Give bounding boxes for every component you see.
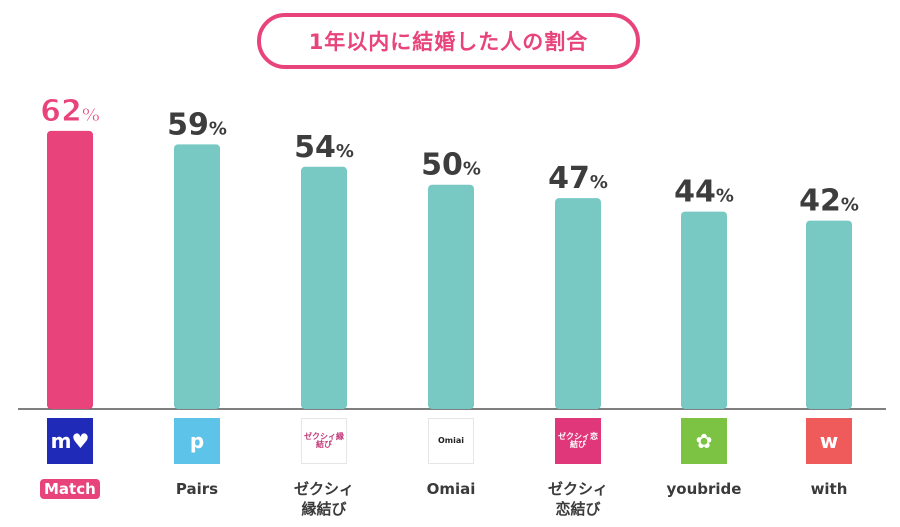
bar-6 (806, 220, 852, 409)
value-label-1: 59% (167, 107, 227, 142)
zexy-enmusubi-logo-icon: ゼクシィ縁結び (301, 418, 347, 464)
category-label-6: with (810, 480, 848, 498)
category-label-3: Omiai (426, 480, 476, 498)
bar-2 (301, 166, 347, 409)
bar-3 (428, 184, 474, 409)
category-label-5: youbride (666, 480, 742, 498)
category-label-1: Pairs (175, 480, 219, 498)
omiai-logo-icon: Omiai (428, 418, 474, 464)
value-label-0: 62% (40, 94, 100, 129)
category-label-4: ゼクシィ 恋結び (547, 480, 608, 518)
bar-5 (681, 211, 727, 409)
bar-1 (174, 144, 220, 410)
value-label-2: 54% (294, 130, 354, 165)
youbride-logo-icon: ✿ (681, 418, 727, 464)
with-logo-icon: w (806, 418, 852, 464)
value-label-4: 47% (548, 161, 608, 196)
value-label-5: 44% (674, 175, 734, 210)
category-label-0: Match (40, 479, 100, 499)
value-label-3: 50% (421, 148, 481, 183)
pairs-logo-icon: p (174, 418, 220, 464)
value-label-6: 42% (799, 184, 859, 219)
chart-title: 1年以内に結婚した人の割合 (257, 13, 640, 69)
bar-4 (555, 198, 601, 409)
bar-0 (47, 130, 93, 409)
category-label-2: ゼクシィ 縁結び (293, 480, 354, 518)
zexy-koimusubi-logo-icon: ゼクシィ恋結び (555, 418, 601, 464)
match-logo-icon: m♥ (47, 418, 93, 464)
